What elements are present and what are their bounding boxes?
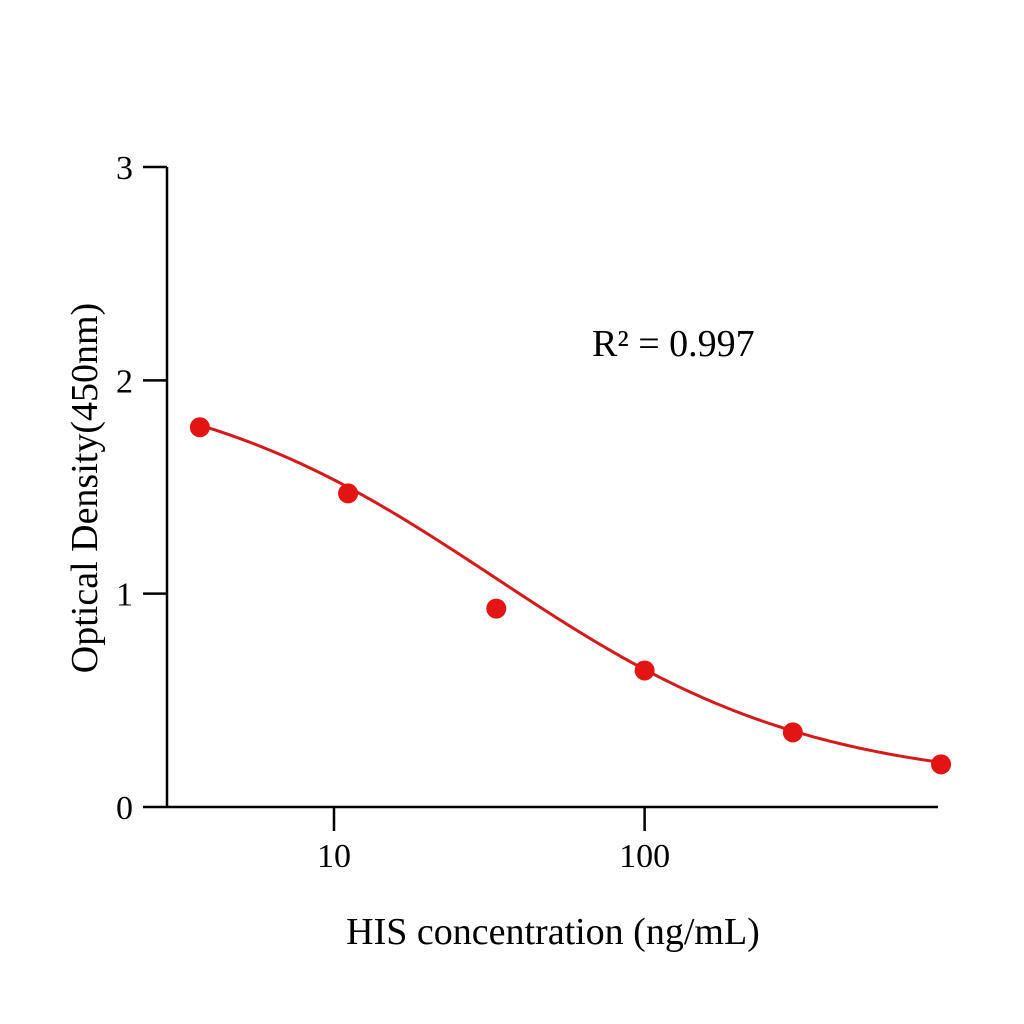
y-tick-label: 2 <box>116 363 133 400</box>
data-point <box>338 483 359 504</box>
data-point <box>634 660 655 681</box>
r-squared-annotation: R² = 0.997 <box>592 323 755 365</box>
data-point <box>782 722 803 743</box>
fit-curve <box>199 423 942 764</box>
y-tick-label: 3 <box>116 150 133 187</box>
y-tick-label: 1 <box>116 577 133 614</box>
x-tick-label: 100 <box>619 838 670 875</box>
x-tick-label: 10 <box>317 838 351 875</box>
data-point <box>931 754 952 775</box>
plot-area: 0 1 2 3 10 100 <box>116 150 952 875</box>
y-axis-label: Optical Density(450nm) <box>64 303 106 673</box>
data-points <box>189 417 952 775</box>
data-point <box>189 417 210 438</box>
x-axis-label: HIS concentration (ng/mL) <box>346 911 760 953</box>
y-axis-ticks: 0 1 2 3 <box>116 150 167 827</box>
x-axis-ticks: 10 100 <box>317 807 670 875</box>
y-tick-label: 0 <box>116 790 133 827</box>
data-point <box>486 598 507 619</box>
